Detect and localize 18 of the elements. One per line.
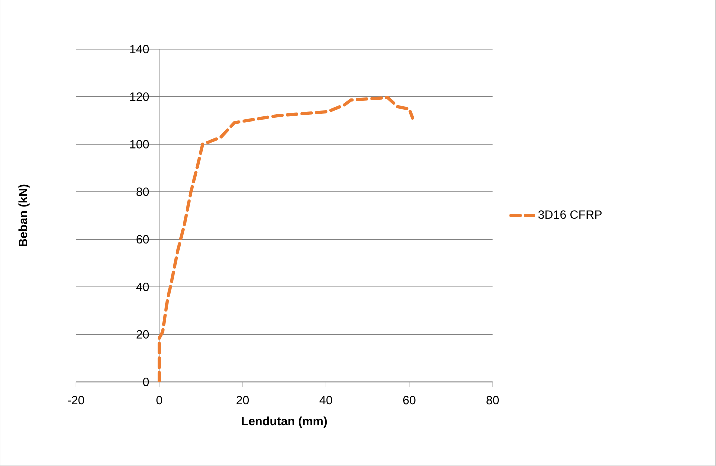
x-tick-label: 40 <box>320 396 332 404</box>
x-tick-label: 80 <box>486 396 500 404</box>
legend-label: 3D16 CFRP <box>538 210 602 219</box>
x-axis-title: Lendutan (mm) <box>242 416 328 428</box>
y-tick-label: 20 <box>136 330 150 339</box>
x-tick-label: -20 <box>68 396 84 404</box>
y-tick-label: 120 <box>130 92 150 102</box>
line-series <box>158 96 414 382</box>
x-tick-label: 60 <box>403 396 416 404</box>
y-tick-label: 100 <box>130 140 150 149</box>
y-tick-label: 0 <box>143 378 150 386</box>
y-tick-label: 40 <box>136 282 150 292</box>
y-tick-label: 140 <box>130 44 150 54</box>
x-tick-label: 20 <box>236 396 250 404</box>
y-tick-label: 60 <box>136 235 150 244</box>
y-axis-title: Beban (kN) <box>18 184 30 246</box>
y-tick-label: 80 <box>136 188 150 196</box>
x-tick-label: 0 <box>156 396 162 404</box>
